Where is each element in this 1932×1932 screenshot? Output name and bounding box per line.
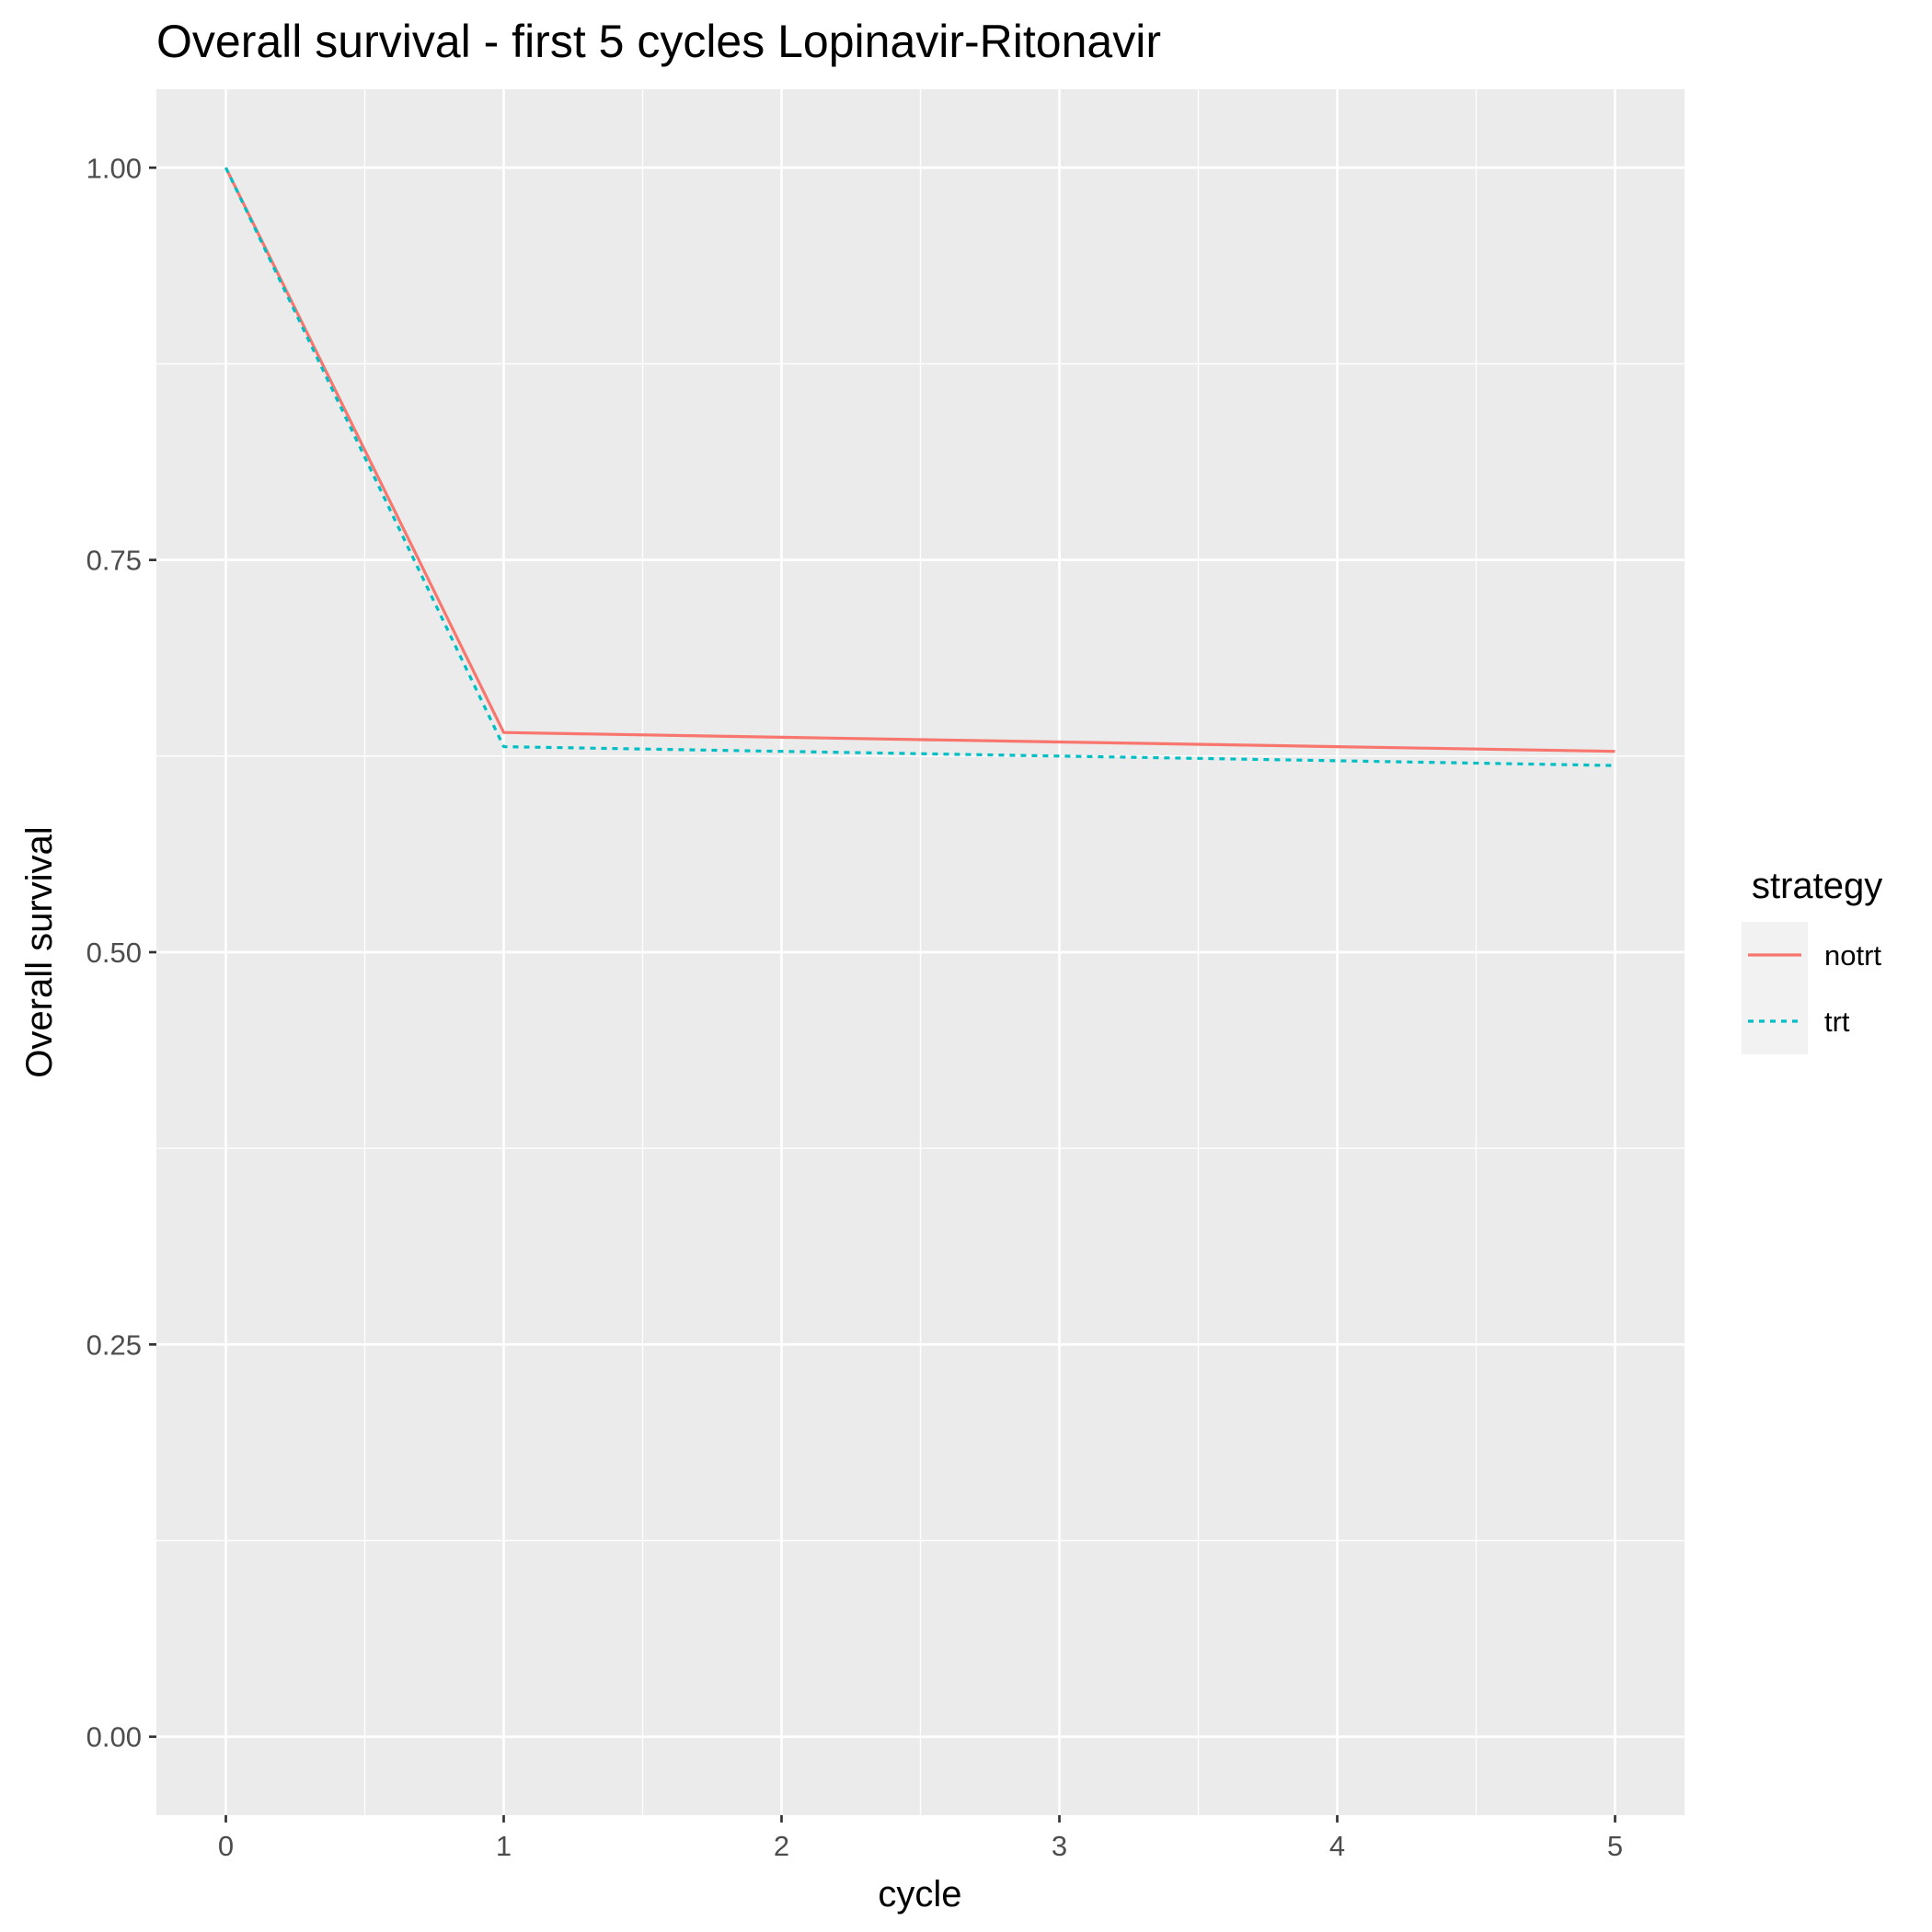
x-tick-label: 3 — [1052, 1830, 1067, 1862]
y-tick-label: 1.00 — [86, 152, 142, 184]
legend-title: strategy — [1752, 866, 1882, 906]
series-line-trt — [224, 167, 1616, 767]
legend-label-trt: trt — [1824, 1006, 1850, 1038]
legend-key-background — [1742, 922, 1808, 1054]
x-tick-label: 5 — [1607, 1830, 1623, 1862]
legend-label-notrt: notrt — [1824, 939, 1881, 972]
x-tick-label: 1 — [496, 1830, 512, 1862]
legend: strategy notrt trt — [1742, 866, 1882, 1054]
series-line-notrt — [224, 167, 1616, 753]
x-tick-label: 0 — [218, 1830, 234, 1862]
x-tick-label: 2 — [774, 1830, 789, 1862]
major-gridlines — [156, 89, 1685, 1815]
y-axis-ticks: 0.00 0.25 0.50 0.75 1.00 — [86, 152, 156, 1754]
x-axis-title: cycle — [878, 1874, 961, 1915]
x-axis-ticks: 0 1 2 3 4 5 — [218, 1815, 1623, 1862]
y-axis-title: Overall survival — [19, 826, 60, 1077]
y-tick-label: 0.50 — [86, 937, 142, 969]
legend-items: notrt trt — [1742, 922, 1881, 1054]
y-tick-label: 0.75 — [86, 545, 142, 577]
x-tick-label: 4 — [1329, 1830, 1345, 1862]
y-tick-label: 0.25 — [86, 1328, 142, 1361]
chart-title: Overall survival - first 5 cycles Lopina… — [156, 16, 1161, 67]
y-tick-label: 0.00 — [86, 1721, 142, 1754]
series-lines — [224, 167, 1616, 767]
